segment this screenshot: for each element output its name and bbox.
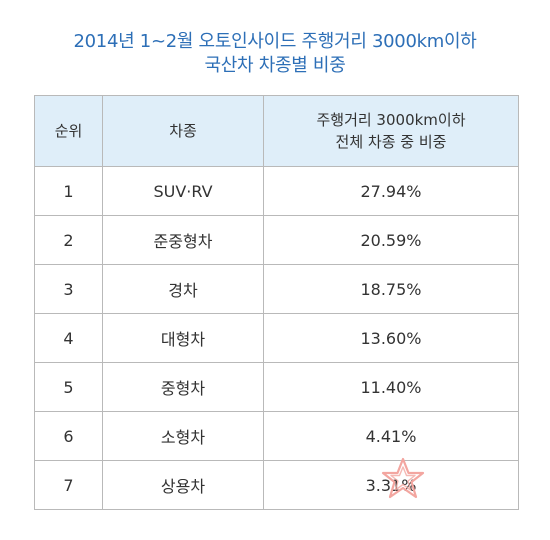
share-cell: 18.75% bbox=[263, 264, 519, 314]
table-row: 3 경차 18.75% bbox=[34, 264, 519, 314]
rank-cell: 3 bbox=[34, 264, 103, 314]
type-cell: 경차 bbox=[102, 264, 264, 314]
rank-cell: 6 bbox=[34, 411, 103, 461]
type-cell: 중형차 bbox=[102, 362, 264, 412]
rank-cell: 1 bbox=[34, 166, 103, 216]
table-header-row: 순위 차종 주행거리 3000km이하 전체 차종 중 비중 bbox=[34, 95, 519, 167]
header-share: 주행거리 3000km이하 전체 차종 중 비중 bbox=[263, 95, 519, 167]
type-cell: 소형차 bbox=[102, 411, 264, 461]
table-row: 2 준중형차 20.59% bbox=[34, 215, 519, 265]
type-cell: 상용차 bbox=[102, 460, 264, 510]
table-row: 6 소형차 4.41% bbox=[34, 411, 519, 461]
header-rank: 순위 bbox=[34, 95, 103, 167]
title-line-2: 국산차 차종별 비중 bbox=[204, 55, 346, 76]
share-cell: 27.94% bbox=[263, 166, 519, 216]
share-cell: 11.40% bbox=[263, 362, 519, 412]
share-cell: 20.59% bbox=[263, 215, 519, 265]
rank-cell: 2 bbox=[34, 215, 103, 265]
table-row: 7 상용차 3.31% bbox=[34, 460, 519, 510]
rank-cell: 4 bbox=[34, 313, 103, 363]
header-type: 차종 bbox=[102, 95, 264, 167]
type-cell: SUV·RV bbox=[102, 166, 264, 216]
table-row: 5 중형차 11.40% bbox=[34, 362, 519, 412]
rank-cell: 5 bbox=[34, 362, 103, 412]
header-share-line-2: 전체 차종 중 비중 bbox=[335, 133, 447, 151]
share-cell: 4.41% bbox=[263, 411, 519, 461]
type-cell: 준중형차 bbox=[102, 215, 264, 265]
header-share-line-1: 주행거리 3000km이하 bbox=[316, 111, 466, 129]
rank-cell: 7 bbox=[34, 460, 103, 510]
share-cell: 3.31% bbox=[263, 460, 519, 510]
page-title: 2014년 1~2월 오토인사이드 주행거리 3000km이하 국산차 차종별 … bbox=[0, 30, 550, 78]
vehicle-share-table: 순위 차종 주행거리 3000km이하 전체 차종 중 비중 1 SUV·RV … bbox=[34, 95, 519, 510]
type-cell: 대형차 bbox=[102, 313, 264, 363]
table-row: 4 대형차 13.60% bbox=[34, 313, 519, 363]
title-line-1: 2014년 1~2월 오토인사이드 주행거리 3000km이하 bbox=[73, 31, 477, 52]
share-cell: 13.60% bbox=[263, 313, 519, 363]
table-row: 1 SUV·RV 27.94% bbox=[34, 166, 519, 216]
